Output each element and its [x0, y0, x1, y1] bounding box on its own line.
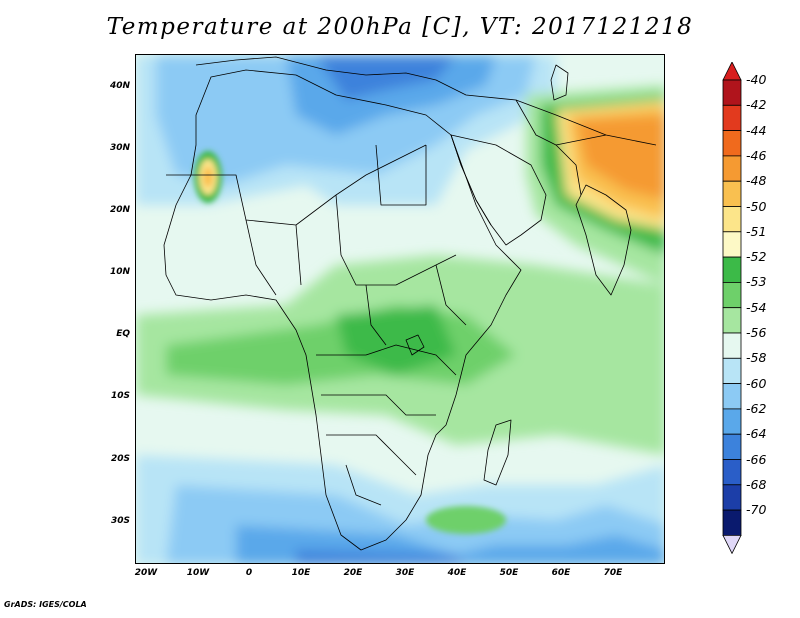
border-12 [365, 284, 387, 346]
colorbar-label: -48 [746, 173, 767, 189]
border-9 [345, 464, 382, 506]
lat-label-20s: 20S [110, 454, 130, 464]
colorbar-label: -56 [746, 325, 767, 340]
lat-label-30n: 30N [109, 143, 130, 153]
border-10 [555, 144, 582, 196]
colorbar-swatch [722, 509, 742, 536]
colorbar-label: -64 [746, 426, 767, 442]
border-3 [335, 194, 457, 286]
colorbar-label: -68 [746, 476, 767, 492]
lon-label-70e: 70E [603, 568, 623, 578]
colorbar-swatch [722, 383, 742, 410]
colorbar-top-arrow [722, 62, 742, 81]
colorbar-label: -58 [746, 350, 767, 366]
colorbar-label: -54 [746, 299, 767, 315]
colorbar-bottom-arrow [722, 534, 742, 554]
caspian-sea [550, 64, 569, 101]
colorbar-swatch [722, 104, 742, 131]
colorbar-swatch [722, 79, 742, 106]
colorbar-label: -60 [746, 375, 767, 391]
border-2 [245, 219, 277, 296]
lat-label-eq: EQ [116, 329, 130, 339]
colorbar-swatch [722, 130, 742, 157]
colorbar-label: -50 [746, 198, 767, 214]
lat-label-10n: 10N [109, 267, 130, 277]
field-south-green [426, 506, 506, 534]
colorbar-swatch [722, 206, 742, 233]
colorbar-swatch [722, 459, 742, 486]
colorbar-label: -53 [746, 274, 767, 290]
lat-label-30s: 30S [110, 516, 130, 526]
colorbar-label: -44 [746, 122, 767, 138]
lake-victoria [405, 334, 425, 356]
colorbar-swatch [722, 281, 742, 309]
lat-label-10s: 10S [110, 391, 130, 401]
colorbar-label: -62 [746, 400, 767, 416]
colorbar-swatch [722, 231, 742, 258]
colorbar-label: -70 [746, 502, 767, 518]
border-5 [375, 144, 427, 206]
border-7 [321, 394, 436, 416]
lon-label-40e: 40E [447, 568, 467, 578]
lon-label-10w: 10W [186, 568, 210, 578]
colorbar-label: -46 [746, 147, 767, 163]
india-coast [575, 184, 632, 296]
map-title: Temperature at 200hPa [C], VT: 201712121… [106, 14, 694, 40]
border-4 [295, 224, 302, 286]
lon-label-30e: 30E [395, 568, 415, 578]
colorbar-swatch [722, 408, 742, 435]
border-8 [326, 434, 417, 476]
border-11 [515, 99, 607, 146]
lon-label-20e: 20E [343, 568, 363, 578]
colorbar-swatch [722, 155, 742, 182]
europe-coast [195, 56, 657, 146]
colorbar-swatch [722, 357, 742, 384]
colorbar-swatch [722, 256, 742, 283]
africa-coastline [163, 69, 522, 551]
temperature-map [135, 54, 665, 564]
border-13 [435, 264, 467, 326]
field-eq-hot [336, 305, 456, 375]
lon-label-50e: 50E [499, 568, 519, 578]
field-south-core [296, 550, 464, 563]
colorbar-label: -52 [746, 249, 767, 265]
credit-label: GrADS: IGES/COLA [4, 600, 87, 609]
colorbar [722, 62, 742, 554]
lon-label-60e: 60E [551, 568, 571, 578]
colorbar-label: -51 [746, 223, 767, 239]
lon-label-0: 0 [245, 568, 253, 578]
madagascar [483, 419, 512, 486]
colorbar-label: -42 [746, 97, 767, 113]
lat-label-20n: 20N [109, 205, 130, 215]
colorbar-label: -66 [746, 451, 767, 467]
colorbar-swatch [722, 180, 742, 207]
colorbar-label: -40 [746, 72, 767, 87]
field-north-core [316, 55, 456, 100]
field-spot-core [203, 167, 213, 187]
lat-label-40n: 40N [109, 81, 130, 91]
colorbar-swatch [722, 332, 742, 359]
border-6 [316, 344, 457, 376]
lon-label-20w: 20W [134, 568, 158, 578]
red-sea [450, 134, 492, 226]
lon-label-10e: 10E [291, 568, 311, 578]
colorbar-swatch [722, 433, 742, 460]
colorbar-swatch [722, 484, 742, 511]
colorbar-swatch [722, 307, 742, 334]
